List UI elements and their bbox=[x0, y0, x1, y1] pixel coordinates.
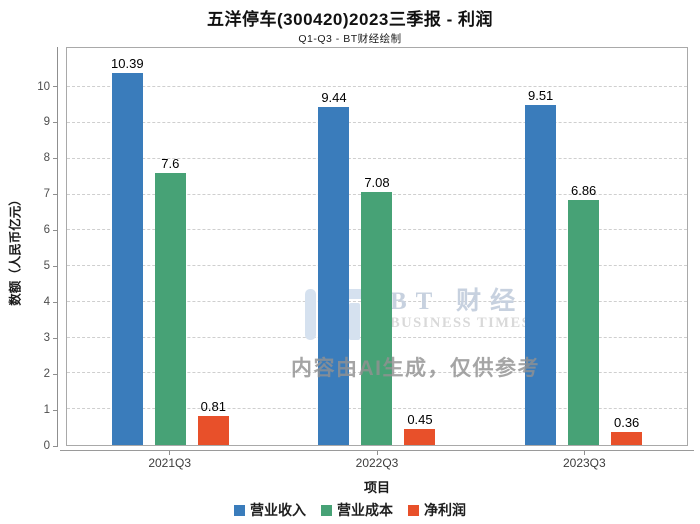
y-tick-label: 7 bbox=[43, 188, 50, 201]
y-tick-label: 10 bbox=[37, 80, 50, 93]
bar-2022Q3-营业收入: 9.44 bbox=[318, 90, 350, 445]
bar-groups: 10.39 7.6 0.81 9.44 7.08 0.45 9.51 6.86 0.36 bbox=[67, 48, 687, 445]
y-axis-spine bbox=[57, 47, 58, 447]
x-tick-label: 2021Q3 bbox=[148, 456, 192, 470]
y-tick-mark bbox=[53, 373, 57, 375]
gridline bbox=[67, 86, 687, 88]
x-tick-mark bbox=[169, 451, 171, 455]
y-tick-label: 8 bbox=[43, 152, 50, 165]
y-tick-mark bbox=[53, 86, 57, 88]
y-tick-label: 4 bbox=[43, 296, 50, 309]
y-tick-label: 1 bbox=[43, 404, 50, 417]
y-tick-mark bbox=[53, 301, 57, 303]
legend: 营业收入 营业成本 净利润 bbox=[0, 500, 700, 520]
x-axis-label: 项目 bbox=[363, 480, 390, 495]
y-tick-mark bbox=[53, 265, 57, 267]
bar-group-2021Q3: 10.39 7.6 0.81 bbox=[111, 48, 229, 445]
x-tick-labels: 2021Q3 2022Q3 2023Q3 bbox=[66, 456, 688, 470]
y-tick-label: 6 bbox=[43, 224, 50, 237]
bar-value-label: 10.39 bbox=[111, 56, 144, 72]
y-tick-label: 0 bbox=[43, 440, 50, 452]
legend-label: 营业收入 bbox=[250, 502, 306, 518]
bar-2022Q3-营业成本: 7.08 bbox=[361, 175, 393, 445]
bar-2021Q3-营业收入: 10.39 bbox=[111, 56, 144, 445]
y-tick-label: 2 bbox=[43, 368, 50, 381]
bar-value-label: 6.86 bbox=[570, 182, 597, 198]
legend-swatch bbox=[234, 504, 245, 516]
bar-value-label: 0.45 bbox=[407, 411, 433, 427]
y-tick-mark bbox=[53, 121, 57, 123]
x-tick-mark bbox=[583, 451, 585, 455]
legend-item-净利润: 净利润 bbox=[408, 500, 466, 520]
bar-value-label: 9.51 bbox=[527, 87, 554, 103]
y-tick-mark bbox=[53, 337, 57, 339]
x-tick-label: 2022Q3 bbox=[355, 456, 399, 470]
x-tick-mark bbox=[376, 451, 378, 455]
y-tick-mark bbox=[53, 229, 57, 231]
bar-value-label: 7.08 bbox=[364, 174, 390, 190]
x-tick-label: 2023Q3 bbox=[562, 456, 606, 470]
chart-subtitle: Q1-Q3 - BT财经绘制 bbox=[298, 33, 402, 45]
plot-area: BT 财经 BUSINESS TIMES 10.39 7.6 0.81 9.44 7.0… bbox=[66, 47, 688, 446]
gridline bbox=[67, 122, 687, 124]
legend-item-营业成本: 营业成本 bbox=[321, 500, 393, 520]
legend-item-营业收入: 营业收入 bbox=[234, 500, 306, 520]
legend-swatch bbox=[408, 504, 419, 516]
x-tickmarks bbox=[66, 451, 688, 456]
y-tick-mark bbox=[53, 193, 57, 195]
y-tick-label: 5 bbox=[43, 260, 50, 273]
y-tick-mark bbox=[53, 409, 57, 411]
bar-2021Q3-净利润: 0.81 bbox=[197, 399, 229, 445]
y-tick-label: 9 bbox=[43, 116, 50, 129]
x-axis-spine bbox=[60, 450, 694, 451]
gridline bbox=[67, 157, 687, 159]
bar-2023Q3-营业收入: 9.51 bbox=[525, 88, 557, 445]
legend-label: 净利润 bbox=[424, 502, 466, 518]
legend-swatch bbox=[321, 504, 332, 516]
bar-value-label: 0.81 bbox=[200, 399, 226, 415]
bar-group-2023Q3: 9.51 6.86 0.36 bbox=[525, 48, 643, 445]
ai-notice-watermark: 内容由AI生成，仅供参考 bbox=[291, 357, 540, 380]
y-tick-label: 3 bbox=[43, 332, 50, 345]
y-tick-mark bbox=[53, 445, 57, 447]
bt-watermark-text: BT 财经 bbox=[390, 288, 525, 315]
y-tickmarks bbox=[53, 47, 57, 447]
bar-value-label: 9.44 bbox=[321, 90, 347, 106]
bar-2022Q3-净利润: 0.45 bbox=[404, 412, 436, 445]
bar-2023Q3-净利润: 0.36 bbox=[611, 415, 643, 445]
bar-value-label: 0.36 bbox=[613, 415, 640, 431]
bar-2021Q3-营业成本: 7.6 bbox=[154, 156, 186, 445]
bt-watermark-subtext: BUSINESS TIMES bbox=[390, 315, 532, 331]
y-tick-mark bbox=[53, 157, 57, 159]
bar-value-label: 7.6 bbox=[161, 156, 180, 172]
legend-label: 营业成本 bbox=[337, 502, 393, 518]
bar-group-2022Q3: 9.44 7.08 0.45 bbox=[318, 48, 436, 445]
bar-2023Q3-营业成本: 6.86 bbox=[568, 183, 600, 445]
chart-title: 五洋停车(300420)2023三季报 - 利润 bbox=[207, 10, 493, 29]
y-tick-labels: 0 1 2 3 4 5 6 7 8 9 10 bbox=[0, 47, 50, 452]
